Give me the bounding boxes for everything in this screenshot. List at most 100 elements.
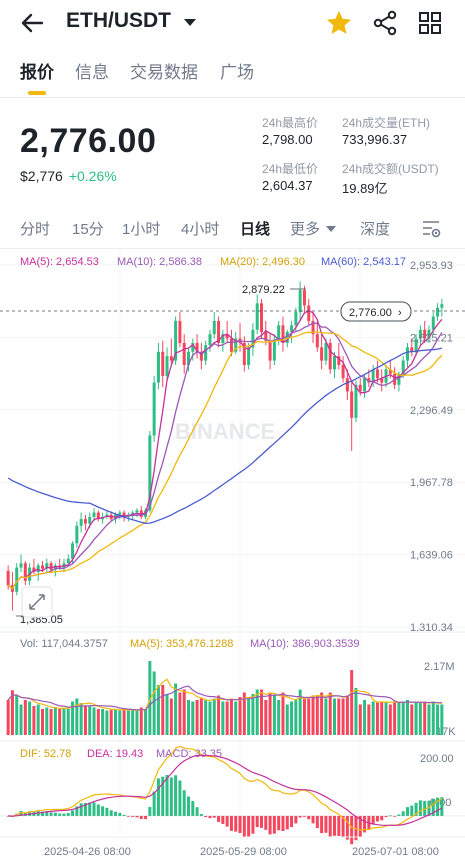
volume-bar: [36, 704, 40, 735]
candle-body: [255, 303, 259, 330]
fullscreen-icon[interactable]: [21, 586, 53, 618]
macd-bar: [358, 815, 362, 838]
candle-body: [320, 347, 324, 361]
candle-body: [285, 331, 289, 343]
macd-bar: [332, 815, 337, 836]
candle-body: [96, 512, 100, 520]
volume-bar: [311, 695, 315, 735]
volume-bar: [388, 704, 392, 735]
volume-bar: [393, 701, 397, 735]
macd-bar: [49, 812, 53, 816]
macd-bar: [195, 807, 199, 816]
macd-dif-line: [8, 745, 443, 831]
volume-bar: [281, 692, 285, 735]
macd-bar: [165, 774, 169, 816]
macd-bar: [152, 791, 156, 816]
candle-body: [272, 340, 276, 361]
ma5-line: [7, 310, 443, 590]
tab-info[interactable]: 信息: [75, 63, 109, 82]
macd-bar: [440, 797, 444, 816]
chart-settings-icon[interactable]: [420, 218, 442, 240]
candle-body: [328, 342, 332, 370]
current-price-badge[interactable]: [340, 301, 412, 322]
macd-bar: [397, 814, 401, 816]
interval-daily[interactable]: 日线: [240, 221, 271, 238]
macd-histogram: [0, 745, 465, 845]
chart-watermark: BINANCE: [175, 419, 275, 444]
volume-bar: [195, 700, 199, 735]
macd-bar: [109, 810, 113, 816]
back-arrow-icon[interactable]: [18, 9, 46, 37]
candle-body: [277, 325, 281, 341]
volume-bar: [358, 704, 362, 735]
candles: [6, 281, 444, 611]
volume-bar: [199, 698, 203, 735]
volume-bar: [204, 700, 208, 735]
macd-bar: [225, 815, 229, 827]
volume-bar: [380, 701, 384, 735]
volume-bar: [62, 707, 66, 735]
candle-body: [388, 369, 392, 374]
macd-bar: [281, 815, 285, 832]
volume-bar: [229, 698, 233, 735]
volume-bar: [126, 710, 130, 735]
interval-4h[interactable]: 4小时: [181, 221, 220, 238]
macd-bar: [144, 815, 148, 820]
candle-body: [156, 351, 160, 383]
candle-body: [148, 435, 152, 511]
volume-bar: [144, 709, 148, 735]
candle-body: [88, 516, 92, 524]
star-icon[interactable]: [326, 10, 352, 36]
volume-bar: [242, 692, 246, 735]
candle-body: [371, 369, 375, 383]
high-label: 24h最高价: [262, 116, 319, 130]
volume-axis-top: 2.17M: [424, 661, 455, 673]
macd-bar: [277, 815, 281, 831]
macd-bar: [354, 815, 358, 841]
volume-bar: [285, 704, 289, 735]
interval-15m[interactable]: 15分: [72, 221, 104, 238]
macd-bar: [66, 813, 70, 816]
tab-square[interactable]: 广场: [220, 63, 254, 82]
macd-bar: [229, 815, 233, 831]
share-icon[interactable]: [372, 10, 398, 36]
candle-body: [436, 307, 440, 317]
macd-bar: [101, 806, 105, 816]
candle-body: [358, 384, 362, 392]
macd-dif-label: DIF: 52.78: [20, 748, 71, 760]
volume-bar: [79, 703, 83, 735]
macd-bar: [118, 812, 122, 816]
macd-bar: [418, 800, 422, 816]
ma60-label: MA(60): 2,543.17: [321, 256, 406, 268]
candle-body: [397, 373, 401, 385]
macd-bar: [285, 815, 289, 830]
candle-body: [122, 512, 126, 517]
volume-bar: [32, 706, 36, 735]
tab-quote[interactable]: 报价: [20, 63, 54, 82]
tab-trading-data[interactable]: 交易数据: [130, 63, 198, 82]
caret-down-icon[interactable]: [184, 19, 196, 26]
pair-title[interactable]: ETH/USDT: [66, 9, 171, 32]
grid-icon[interactable]: [418, 11, 442, 35]
volume-bar: [277, 700, 281, 735]
interval-more[interactable]: 更多: [290, 221, 321, 238]
macd-bar: [217, 815, 221, 822]
candle-body: [311, 320, 315, 335]
macd-bar: [414, 802, 418, 816]
macd-bar: [264, 815, 268, 830]
candle-body: [178, 320, 182, 343]
volume-ma5-label: MA(5): 353,476.1288: [130, 638, 233, 650]
candle-body: [414, 338, 418, 352]
interval-1h[interactable]: 1小时: [122, 221, 161, 238]
volume-bar: [345, 695, 349, 735]
volume-bar: [191, 701, 195, 735]
kline-chart[interactable]: BINANCE MA(5): 2,654.53 MA(10): 2,586.38…: [0, 249, 465, 866]
volume-bar: [165, 694, 169, 735]
macd-bar: [302, 815, 306, 817]
candle-body: [345, 378, 349, 392]
volume-bar: [96, 709, 100, 735]
interval-timeshare[interactable]: 分时: [20, 221, 51, 238]
interval-depth[interactable]: 深度: [360, 221, 391, 238]
macd-bar: [58, 813, 62, 816]
more-caret-icon[interactable]: [326, 226, 336, 232]
